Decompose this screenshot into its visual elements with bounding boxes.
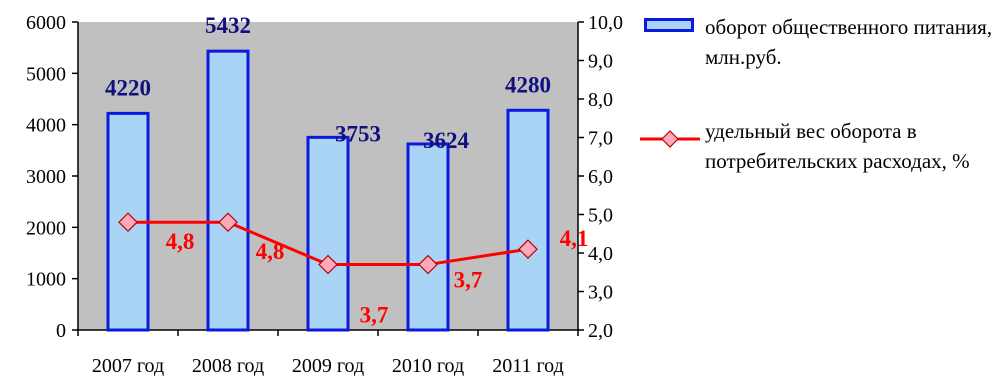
bar-data-label: 4220 xyxy=(105,75,151,100)
x-axis-tick-label: 2010 год xyxy=(392,355,464,377)
line-data-label: 4,1 xyxy=(560,226,589,251)
line-marker xyxy=(318,254,338,275)
line-marker xyxy=(418,254,438,275)
left-axis-tick-label: 1000 xyxy=(26,269,66,291)
legend-bar-swatch xyxy=(644,18,694,32)
right-axis: 2,0 3,0 4,0 5,0 6,0 7,0 8,0 9,0 10,0 xyxy=(577,12,623,342)
right-axis-tick-label: 4,0 xyxy=(588,243,613,265)
left-axis-tick-label: 5000 xyxy=(26,63,66,85)
bar-data-label: 4280 xyxy=(505,72,551,97)
line-data-label: 3,7 xyxy=(454,268,483,293)
x-axis: 2007 год 2008 год 2009 год 2010 год 2011 год xyxy=(77,329,579,377)
bar-data-label: 3624 xyxy=(423,128,470,153)
left-axis-tick-label: 6000 xyxy=(26,12,66,34)
right-axis-tick-label: 2,0 xyxy=(588,320,613,342)
line-data-label: 4,8 xyxy=(166,229,195,254)
right-axis-tick-label: 8,0 xyxy=(588,89,613,111)
right-axis-tick-label: 10,0 xyxy=(588,12,623,34)
right-axis-tick-label: 3,0 xyxy=(588,282,613,304)
left-axis-tick-label: 0 xyxy=(56,320,66,342)
left-axis-tick-label: 4000 xyxy=(26,115,66,137)
left-axis-tick-label: 2000 xyxy=(26,217,66,239)
legend-item-share: удельный вес оборота в потребительских р… xyxy=(640,116,1000,176)
line-data-label: 3,7 xyxy=(360,303,389,328)
bar-data-label: 3753 xyxy=(335,121,381,146)
chart: 0 1000 2000 3000 4000 5000 6000 2,0 3,0 4,0 5,0 6,… xyxy=(26,12,623,377)
line-series: 4,8 4,8 3,7 3,7 4,1 xyxy=(118,212,589,328)
right-axis-tick-label: 5,0 xyxy=(588,205,613,227)
line-data-label: 4,8 xyxy=(256,239,285,264)
bar xyxy=(306,135,350,332)
x-axis-tick-label: 2011 год xyxy=(492,355,564,377)
legend-item-turnover: оборот общественного питания, млн.руб. xyxy=(640,12,1000,72)
bar xyxy=(506,108,550,332)
right-axis-tick-label: 9,0 xyxy=(588,51,613,73)
x-axis-tick-label: 2009 год xyxy=(292,355,364,377)
legend-line-swatch xyxy=(640,130,700,148)
right-axis-tick-label: 7,0 xyxy=(588,128,613,150)
line-marker xyxy=(518,239,538,259)
bar xyxy=(406,142,450,332)
right-axis-tick-label: 6,0 xyxy=(588,166,613,188)
line-marker xyxy=(118,212,138,233)
left-axis: 0 1000 2000 3000 4000 5000 6000 xyxy=(26,12,79,342)
line-marker xyxy=(218,212,238,233)
legend-label-turnover: оборот общественного питания, млн.руб. xyxy=(705,15,993,69)
x-axis-tick-label: 2008 год xyxy=(192,355,264,377)
x-axis-tick-label: 2007 год xyxy=(92,355,164,377)
legend: оборот общественного питания, млн.руб. у… xyxy=(640,12,1000,176)
left-axis-tick-label: 3000 xyxy=(26,166,66,188)
bar xyxy=(206,49,250,332)
legend-label-share: удельный вес оборота в потребительских р… xyxy=(705,119,970,173)
bar-data-label: 5432 xyxy=(205,13,251,38)
